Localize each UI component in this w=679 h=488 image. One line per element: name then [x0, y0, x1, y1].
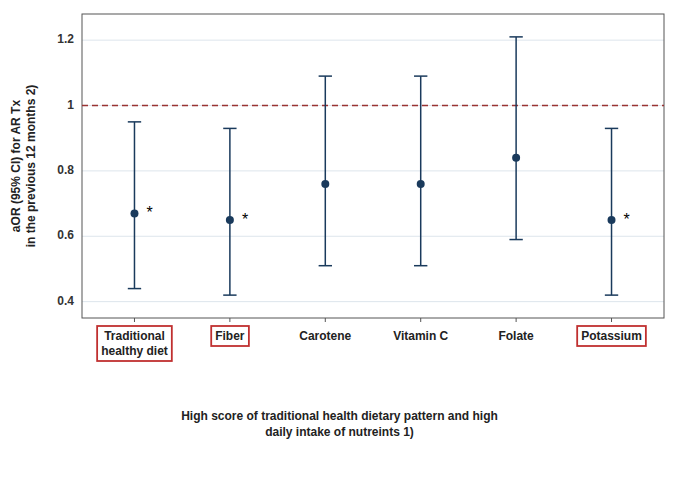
x-tick	[325, 318, 326, 322]
ci-cap-lower	[509, 239, 522, 241]
grid-line	[82, 236, 664, 237]
category-label: Potassium	[581, 329, 642, 343]
ci-cap-upper	[128, 121, 141, 123]
ci-line	[515, 37, 517, 240]
ci-cap-upper	[509, 36, 522, 38]
x-tick	[229, 318, 230, 322]
reference-line	[82, 105, 664, 107]
y-tick-label: 0.6	[57, 228, 74, 242]
ci-cap-upper	[605, 128, 618, 130]
plot-frame	[82, 14, 664, 318]
text-line: Traditional	[104, 329, 165, 343]
y-tick-label: 0.8	[57, 163, 74, 177]
text-line: High score of traditional health dietary…	[181, 409, 498, 423]
text-line: Vitamin C	[393, 329, 448, 343]
ci-cap-upper	[223, 128, 236, 130]
chart-container: 0.4 0.6 0.8 1 1.2 * * * Traditionalhealthy diet F…	[0, 0, 679, 488]
ci-cap-lower	[128, 288, 141, 290]
category-label: Carotene	[299, 329, 351, 343]
ci-cap-lower	[605, 294, 618, 296]
grid-line	[82, 105, 664, 106]
text-line: Fiber	[215, 329, 245, 343]
grid-line	[82, 40, 664, 41]
grid-line	[82, 170, 664, 171]
x-tick	[516, 318, 517, 322]
text-line: in the previous 12 months 2)	[24, 85, 38, 248]
chart-svg: 0.4 0.6 0.8 1 1.2 * * * Traditionalhealthy diet F…	[0, 0, 679, 488]
text-line: healthy diet	[101, 344, 168, 358]
ci-line	[134, 122, 136, 289]
highlight-box	[97, 326, 172, 361]
category-label: Vitamin C	[393, 329, 448, 343]
x-tick	[611, 318, 612, 322]
highlight-box	[211, 326, 249, 346]
text-line: Carotene	[299, 329, 351, 343]
x-tick	[134, 318, 135, 322]
point	[512, 154, 520, 162]
category-label: Fiber	[215, 329, 245, 343]
ci-cap-lower	[319, 265, 332, 267]
highlight-box	[577, 326, 646, 346]
significance-star: *	[146, 204, 152, 221]
ci-cap-lower	[414, 265, 427, 267]
point	[417, 180, 425, 188]
x-axis-label: High score of traditional health dietary…	[181, 409, 498, 439]
x-tick	[420, 318, 421, 322]
y-tick-label: 1	[67, 98, 74, 112]
category-label: Folate	[498, 329, 534, 343]
ci-line	[229, 128, 231, 295]
ci-line	[420, 76, 422, 266]
ci-cap-upper	[319, 75, 332, 77]
category-label: Traditionalhealthy diet	[101, 329, 168, 358]
point	[226, 216, 234, 224]
ci-line	[325, 76, 327, 266]
text-line: aOR (95% CI) for AR Tx	[9, 100, 23, 233]
grid-line	[82, 301, 664, 302]
ci-line	[611, 128, 613, 295]
ci-cap-upper	[414, 75, 427, 77]
point	[130, 209, 138, 217]
ci-cap-lower	[223, 294, 236, 296]
point	[321, 180, 329, 188]
text-line: daily intake of nutreints 1)	[265, 425, 414, 439]
point	[608, 216, 616, 224]
plot-area	[82, 37, 664, 295]
y-tick-label: 1.2	[57, 32, 74, 46]
significance-star: *	[624, 211, 630, 228]
y-tick-label: 0.4	[57, 294, 74, 308]
text-line: Potassium	[581, 329, 642, 343]
significance-star: *	[242, 211, 248, 228]
text-line: Folate	[498, 329, 534, 343]
y-axis-label: aOR (95% CI) for AR Txin the previous 12…	[9, 85, 38, 248]
